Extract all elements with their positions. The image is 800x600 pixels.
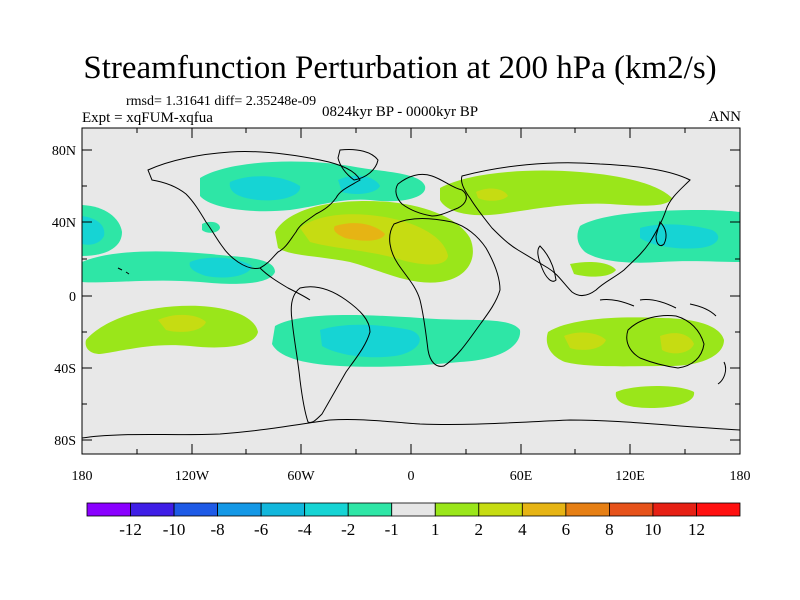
coastline-antarctica: [82, 418, 740, 439]
colorbar-label: 2: [475, 520, 484, 539]
coastlines: [82, 149, 740, 439]
contour-cyan-nw-pacific: [640, 224, 719, 249]
coastline-india: [537, 245, 557, 282]
colorbar: -12 -10 -8 -6 -4 -2 -1 1 2 4 6 8 10 12: [86, 502, 741, 539]
colorbar-swatch: [434, 502, 480, 517]
contour-yellow-indian-ocean: [564, 332, 606, 350]
contour-green-southern-ocean: [615, 386, 695, 408]
lat-tick-label: 80N: [52, 144, 76, 159]
chart-title: Streamfunction Perturbation at 200 hPa (…: [83, 50, 717, 86]
colorbar-swatch: [173, 502, 218, 517]
period-label: 0824kyr BP - 0000kyr BP: [322, 104, 479, 120]
colorbar-swatch: [609, 502, 654, 517]
contour-green-east-asia: [570, 262, 616, 277]
colorbar-label: 1: [431, 520, 440, 539]
colorbar-label: -2: [341, 520, 355, 539]
coastline-central-america: [259, 267, 311, 301]
contour-cyan-west-edge: [82, 216, 105, 245]
colorbar-label: -1: [385, 520, 399, 539]
colorbar-swatch: [260, 502, 306, 517]
colorbar-swatch: [217, 502, 262, 517]
contour-green-eurasia: [440, 170, 672, 216]
lat-tick-label: 40N: [52, 216, 76, 231]
lat-tick-label: 40S: [54, 362, 76, 377]
lon-tick-label: 180: [730, 469, 751, 484]
lon-tick-label: 120E: [615, 469, 645, 484]
coastline-hawaii: [117, 267, 130, 275]
colorbar-swatch: [478, 502, 523, 517]
colorbar-label: -12: [119, 520, 142, 539]
lon-tick-label: 180: [72, 469, 93, 484]
contour-yellow-south-pacific: [158, 314, 206, 332]
coastline-greenland: [337, 149, 379, 181]
colorbar-label: -8: [211, 520, 225, 539]
lon-tick-marks: [81, 128, 741, 454]
lon-tick-label: 60W: [287, 469, 315, 484]
coastline-asia: [461, 162, 691, 297]
colorbar-label: -10: [163, 520, 186, 539]
contour-orange-atlantic: [334, 223, 385, 241]
lat-tick-label: 80S: [54, 434, 76, 449]
contour-cyan-north-atlantic: [338, 175, 380, 194]
colorbar-swatch: [652, 502, 697, 517]
colorbar-label: 12: [688, 520, 705, 539]
colorbar-swatch: [347, 502, 393, 517]
colorbar-swatch: [86, 502, 131, 517]
contour-green-small: [202, 221, 220, 233]
coastline-europe: [395, 173, 467, 217]
contour-green-indian-ocean: [546, 317, 724, 367]
colorbar-label: 8: [605, 520, 614, 539]
colorbar-label: 4: [518, 520, 527, 539]
contour-cyan-south-atlantic: [320, 324, 420, 358]
colorbar-swatch: [391, 502, 436, 517]
colorbar-swatch: [565, 502, 610, 517]
contour-cyan-north-america: [229, 176, 301, 201]
lon-tick-label: 60E: [510, 469, 533, 484]
coastline-south-america: [290, 286, 371, 423]
colorbar-swatch: [304, 502, 349, 517]
lon-tick-label: 0: [408, 469, 415, 484]
coastline-north-america: [147, 150, 361, 269]
colorbar-swatch: [521, 502, 567, 517]
contour-yellow-eurasia: [476, 188, 508, 201]
lon-tick-label: 120W: [175, 469, 210, 484]
colorbar-label: -4: [298, 520, 313, 539]
experiment-label: Expt = xqFUM-xqfua: [82, 110, 213, 126]
stats-label: rmsd= 1.31641 diff= 2.35248e-09: [126, 94, 317, 109]
coastline-new-zealand: [717, 361, 727, 385]
colorbar-label: 6: [562, 520, 571, 539]
colorbar-swatch: [130, 502, 175, 517]
coastline-indonesia: [599, 299, 717, 317]
lat-tick-marks: [82, 149, 740, 441]
colorbar-label: 10: [644, 520, 661, 539]
coastline-africa: [389, 218, 501, 367]
coastline-australia: [626, 315, 705, 369]
season-label: ANN: [708, 109, 742, 125]
lat-tick-label: 0: [69, 290, 76, 305]
contour-yellow-australia: [660, 333, 694, 354]
colorbar-label: -6: [254, 520, 268, 539]
colorbar-swatch: [696, 502, 741, 517]
contour-cyan-north-pacific: [189, 257, 252, 278]
coastline-japan: [655, 221, 667, 247]
